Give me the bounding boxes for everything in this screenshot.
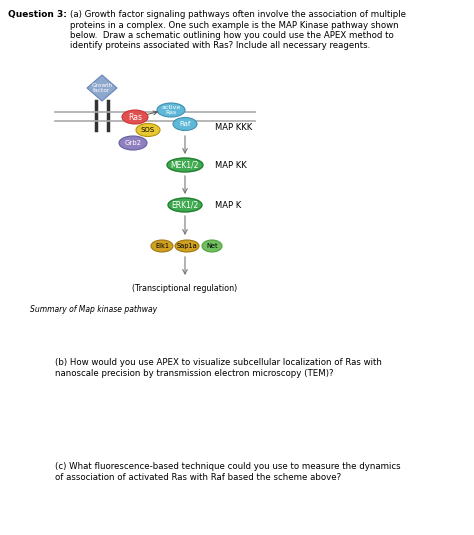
Polygon shape: [87, 75, 117, 101]
Text: Growth
factor: Growth factor: [91, 82, 112, 94]
Text: MAP KKK: MAP KKK: [215, 124, 252, 133]
Text: (c) What fluorescence-based technique could you use to measure the dynamics: (c) What fluorescence-based technique co…: [55, 462, 401, 471]
Text: of association of activated Ras with Raf based the scheme above?: of association of activated Ras with Raf…: [55, 473, 341, 482]
Ellipse shape: [157, 103, 185, 117]
Text: Sap1a: Sap1a: [177, 243, 197, 249]
Ellipse shape: [136, 124, 160, 136]
Text: proteins in a complex. One such example is the MAP Kinase pathway shown: proteins in a complex. One such example …: [70, 20, 399, 29]
Text: ERK1/2: ERK1/2: [172, 201, 199, 210]
Text: below.  Draw a schematic outlining how you could use the APEX method to: below. Draw a schematic outlining how yo…: [70, 31, 394, 40]
Text: Ras: Ras: [128, 112, 142, 121]
Text: Question 3:: Question 3:: [8, 10, 67, 19]
Text: MAP K: MAP K: [215, 201, 241, 210]
Ellipse shape: [119, 136, 147, 150]
Text: Elk1: Elk1: [155, 243, 169, 249]
Text: nanoscale precision by transmission electron microscopy (TEM)?: nanoscale precision by transmission elec…: [55, 369, 334, 378]
Text: Summary of Map kinase pathway: Summary of Map kinase pathway: [30, 305, 157, 314]
Ellipse shape: [168, 198, 202, 212]
Text: MAP KK: MAP KK: [215, 160, 247, 170]
Text: Raf: Raf: [179, 121, 191, 127]
Text: identify proteins associated with Ras? Include all necessary reagents.: identify proteins associated with Ras? I…: [70, 42, 370, 50]
Ellipse shape: [173, 118, 197, 131]
Text: active
Ras: active Ras: [161, 105, 181, 116]
Text: MEK1/2: MEK1/2: [171, 160, 199, 170]
Ellipse shape: [167, 158, 203, 172]
Ellipse shape: [151, 240, 173, 252]
Text: (a) Growth factor signaling pathways often involve the association of multiple: (a) Growth factor signaling pathways oft…: [70, 10, 406, 19]
Text: Net: Net: [206, 243, 218, 249]
Text: (b) How would you use APEX to visualize subcellular localization of Ras with: (b) How would you use APEX to visualize …: [55, 358, 382, 367]
Text: Grb2: Grb2: [125, 140, 142, 146]
Text: (Transciptional regulation): (Transciptional regulation): [132, 284, 237, 293]
Ellipse shape: [122, 110, 148, 124]
Ellipse shape: [202, 240, 222, 252]
Text: SOS: SOS: [141, 127, 155, 133]
Ellipse shape: [175, 240, 199, 252]
